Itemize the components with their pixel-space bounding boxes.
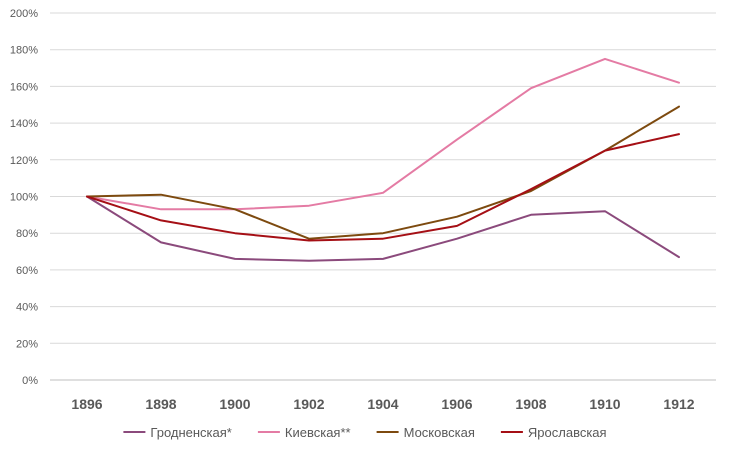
x-tick-label: 1912 xyxy=(663,396,694,412)
legend-label: Гродненская* xyxy=(150,425,231,440)
legend-item: Московская xyxy=(376,425,475,440)
x-tick-label: 1900 xyxy=(219,396,250,412)
x-axis-ticks: 1896 1898 1900 1902 1904 1906 1908 1910 1912 xyxy=(71,396,694,412)
y-axis-ticks: 0% 20% 40% 60% 80% 100% 120% 140% 160% 180% 200% xyxy=(10,8,38,387)
legend-label: Московская xyxy=(404,425,475,440)
y-tick-label: 180% xyxy=(10,45,38,57)
x-tick-label: 1910 xyxy=(589,396,620,412)
legend-label: Ярославская xyxy=(528,425,607,440)
series-line-2 xyxy=(86,57,680,211)
series-line-4 xyxy=(86,133,680,242)
y-tick-label: 160% xyxy=(10,81,38,93)
y-tick-label: 140% xyxy=(10,118,38,130)
y-tick-label: 100% xyxy=(10,192,38,204)
y-tick-label: 40% xyxy=(16,302,38,314)
x-tick-label: 1906 xyxy=(441,396,472,412)
x-tick-label: 1896 xyxy=(71,396,102,412)
y-tick-label: 20% xyxy=(16,338,38,350)
legend-item: Гродненская* xyxy=(123,425,232,440)
x-tick-label: 1904 xyxy=(367,396,398,412)
y-tick-label: 120% xyxy=(10,155,38,167)
y-tick-label: 200% xyxy=(10,8,38,20)
y-tick-label: 80% xyxy=(16,228,38,240)
y-tick-label: 60% xyxy=(16,265,38,277)
x-tick-label: 1902 xyxy=(293,396,324,412)
series-line-3 xyxy=(86,105,680,240)
legend: Гродненская* Киевская** Московская Ярославс… xyxy=(123,425,607,440)
series-lines xyxy=(86,57,680,262)
series-line-1 xyxy=(86,195,680,262)
y-tick-label: 0% xyxy=(22,375,38,387)
legend-item: Киевская** xyxy=(257,425,351,440)
gridlines xyxy=(50,12,716,381)
legend-item: Ярославская xyxy=(500,425,607,440)
x-tick-label: 1908 xyxy=(515,396,546,412)
x-tick-label: 1898 xyxy=(145,396,176,412)
legend-label: Киевская** xyxy=(285,425,351,440)
